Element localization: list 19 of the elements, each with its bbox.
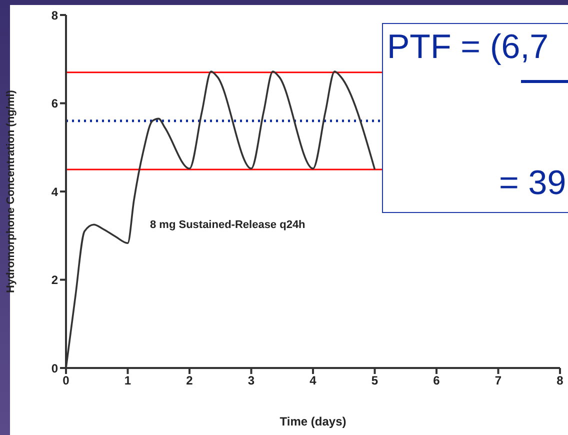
annotation: PTF = (6,7: [387, 28, 549, 67]
x-axis-title: Time (days): [280, 414, 346, 429]
x-tick-label: 8: [556, 374, 564, 388]
annotation: 8 mg Sustained-Release q24h: [150, 219, 306, 231]
x-tick-label: 7: [494, 374, 502, 388]
y-tick-label: 6: [51, 96, 58, 111]
x-tick-label: 5: [371, 374, 378, 388]
x-tick-label: 0: [62, 374, 70, 388]
y-tick-label: 4: [51, 184, 58, 199]
x-tick-label: 4: [310, 374, 317, 388]
x-tick-label: 6: [433, 374, 440, 388]
x-tick-label: 1: [124, 374, 132, 388]
x-tick-label: 2: [186, 374, 194, 388]
y-tick-label: 8: [51, 8, 58, 22]
annotation: = 39: [499, 164, 566, 203]
x-tick-label: 3: [248, 374, 255, 388]
y-axis-title: Hydromorphone Concentration (ng/ml): [4, 90, 17, 293]
y-tick-label: 2: [51, 273, 58, 288]
y-tick-label: 0: [51, 361, 58, 376]
